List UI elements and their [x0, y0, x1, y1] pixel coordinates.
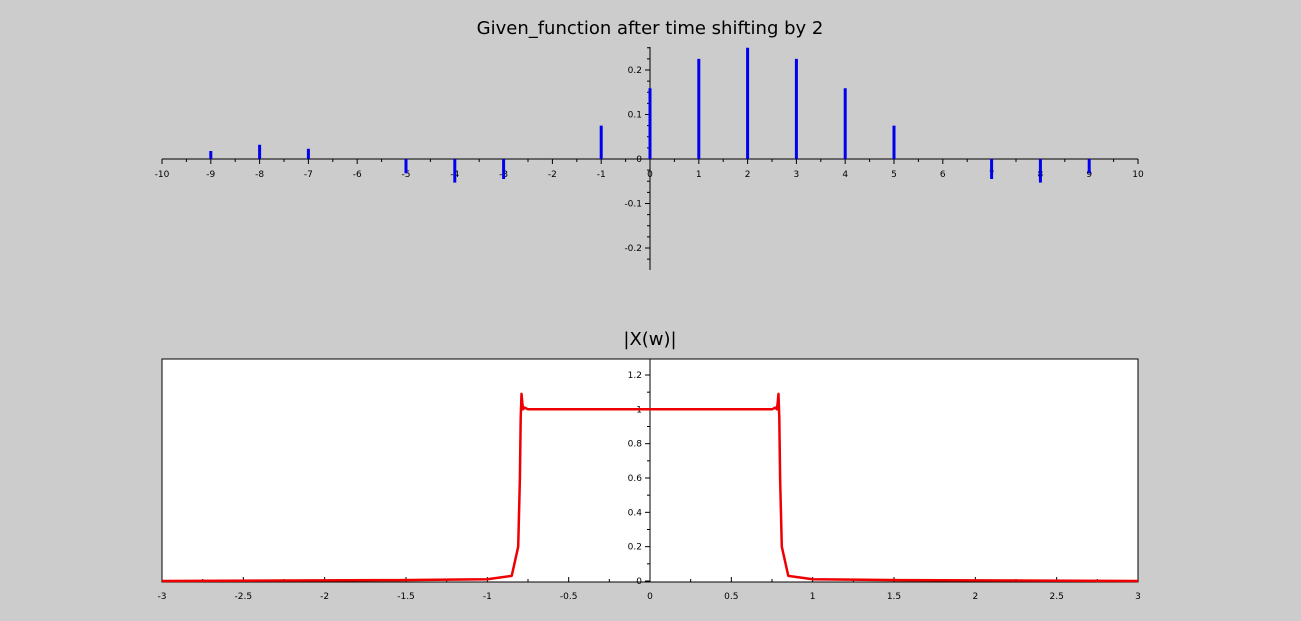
mag-x-tick-label: 3 [1135, 592, 1141, 602]
stem-x-tick-label: 4 [842, 170, 848, 180]
stem-x-tick-label: 1 [696, 170, 702, 180]
magnitude-plot: |X(w)| -3 -2.5 -2 -1.5 -1 -0.5 0 0.5 1 1.5 2 2.5 3 1.… [158, 329, 1141, 602]
stem-y-tick-label: 0.2 [628, 66, 642, 76]
stem-y-tick-label: 0.1 [628, 111, 642, 121]
mag-x-tick-label: -3 [158, 592, 167, 602]
stem-y-tick-label: -0.2 [624, 244, 642, 254]
stem-x-tick-label: -5 [402, 170, 411, 180]
mag-x-tick-label: 2.5 [1050, 592, 1064, 602]
mag-x-tick-label: -2.5 [235, 592, 253, 602]
stem-x-tick-label: 3 [794, 170, 800, 180]
mag-y-tick-label: 0 [636, 577, 642, 587]
mag-y-tick-label: 0.4 [628, 508, 643, 518]
stem-x-tick-label: -10 [155, 170, 170, 180]
mag-y-tick-label: 0.6 [628, 474, 643, 484]
stem-x-tick-label: 9 [1086, 170, 1092, 180]
stem-x-tick-label: -1 [597, 170, 606, 180]
mag-y-tick-label: 0.2 [628, 543, 642, 553]
stem-x-tick-label: -9 [206, 170, 215, 180]
stem-x-tick-label: 2 [745, 170, 751, 180]
mag-x-tick-label: -1 [483, 592, 492, 602]
stem-plot-stems [209, 47, 1091, 183]
mag-y-tick-label: 0.8 [628, 440, 643, 450]
mag-x-tick-label: 2 [972, 592, 978, 602]
stem-y-tick-label: 0 [636, 155, 642, 165]
stem-plot: Given_function after time shifting by 2 … [155, 18, 1144, 270]
mag-x-tick-label: 1.5 [887, 592, 901, 602]
stem-x-tick-label: -7 [304, 170, 313, 180]
magnitude-plot-series [161, 392, 1139, 583]
mag-x-tick-label: -2 [320, 592, 329, 602]
mag-x-tick-label: 0 [647, 592, 653, 602]
stem-x-tick-label: 10 [1132, 170, 1144, 180]
stem-x-tick-label: 0 [647, 170, 653, 180]
stem-x-tick-label: -2 [548, 170, 557, 180]
stem-y-tick-label: -0.1 [624, 200, 642, 210]
magnitude-plot-title: |X(w)| [623, 329, 676, 350]
stem-plot-title: Given_function after time shifting by 2 [477, 18, 824, 39]
mag-x-tick-label: -0.5 [560, 592, 578, 602]
stem-x-tick-label: -6 [353, 170, 362, 180]
mag-x-tick-label: 0.5 [724, 592, 738, 602]
mag-x-tick-label: 1 [810, 592, 816, 602]
stem-x-tick-label: -8 [255, 170, 264, 180]
stem-x-tick-label: 5 [891, 170, 897, 180]
magnitude-series-line [161, 392, 1139, 583]
mag-y-tick-label: 1.2 [628, 371, 642, 381]
stem-x-tick-label: 6 [940, 170, 946, 180]
mag-x-tick-label: -1.5 [397, 592, 415, 602]
